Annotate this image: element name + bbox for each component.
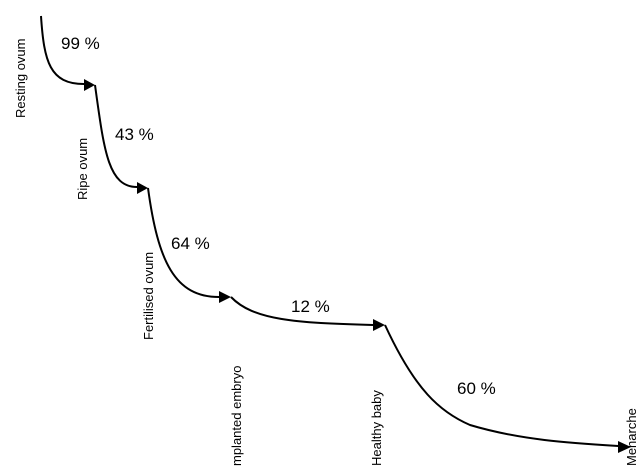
transition-curve-4 bbox=[230, 296, 374, 326]
stage-label-resting-ovum: Resting ovum bbox=[13, 39, 28, 118]
percent-label-2: 43 % bbox=[115, 125, 154, 144]
transition-curve-1 bbox=[40, 15, 85, 85]
arrowhead-3 bbox=[219, 291, 231, 303]
percent-label-1: 99 % bbox=[61, 34, 100, 53]
transition-curve-2 bbox=[94, 84, 138, 188]
stage-label-implanted-embryo: mplanted embryo bbox=[229, 366, 244, 466]
percent-label-4: 12 % bbox=[291, 297, 330, 316]
arrowhead-1 bbox=[84, 79, 95, 91]
percent-label-3: 64 % bbox=[171, 234, 210, 253]
arrowhead-2 bbox=[137, 182, 148, 194]
transition-curve-5 bbox=[384, 324, 620, 447]
stage-label-ripe-ovum: Ripe ovum bbox=[75, 138, 90, 200]
transition-curve-3 bbox=[147, 187, 220, 298]
stage-label-fertilised-ovum: Fertilised ovum bbox=[141, 252, 156, 340]
arrowhead-4 bbox=[373, 319, 385, 331]
stage-label-healthy-baby: Healthy baby bbox=[369, 390, 384, 466]
percent-label-5: 60 % bbox=[457, 379, 496, 398]
stage-label-menarche: Menarche bbox=[624, 408, 638, 466]
arrowhead-5 bbox=[618, 441, 631, 453]
